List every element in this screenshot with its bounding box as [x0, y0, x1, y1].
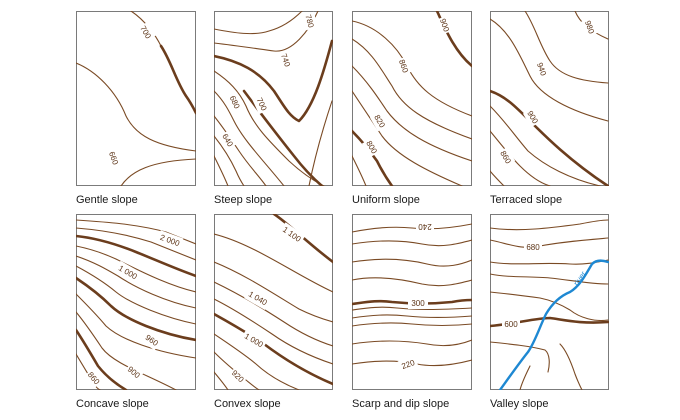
contour-line [352, 239, 472, 247]
contour-line [214, 11, 303, 35]
contour-label: 980 [583, 19, 596, 35]
steep-slope-map: 780 740 700 680 640 [214, 11, 333, 186]
index-contour-line [76, 328, 128, 390]
contour-line [524, 11, 609, 84]
contour-line [214, 261, 333, 323]
contour-line [214, 115, 267, 186]
contour-line [76, 62, 196, 152]
contour-line [76, 227, 196, 261]
contour-line [214, 90, 285, 186]
contour-line [352, 155, 367, 186]
caption: Gentle slope [76, 194, 138, 206]
panel-convex-slope: 1 100 1 040 1 000 920 Convex slope [214, 214, 333, 410]
contour-label: 860 [397, 58, 410, 74]
contour-line [352, 38, 472, 140]
contour-line [490, 130, 551, 186]
contour-label: 240 [418, 222, 432, 231]
contour-line [214, 371, 229, 390]
panel-scarp-and-dip-slope: 240 300 220 Scarp and dip slope [352, 214, 472, 410]
caption: Valley slope [490, 398, 549, 410]
panel-concave-slope: 2 000 1 000 960 900 860 Concave slope [76, 214, 196, 410]
contour-line [308, 100, 333, 186]
contour-line [120, 158, 196, 186]
caption: Terraced slope [490, 194, 563, 206]
panel-uniform-slope: 900 860 820 800 Uniform slope [352, 11, 472, 206]
contour-line [490, 273, 609, 285]
panel-terraced-slope: 980 940 900 860 Terraced slope [490, 11, 609, 206]
contour-line [559, 343, 583, 390]
uniform-slope-map: 900 860 820 800 [352, 11, 472, 186]
contour-line [214, 135, 245, 186]
contour-label: 660 [107, 150, 120, 166]
panel-gentle-slope: 700 660 Gentle slope [76, 11, 196, 206]
terraced-slope-map: 980 940 900 860 [490, 11, 609, 186]
contour-label: 900 [438, 17, 451, 33]
contour-label: 220 [400, 358, 416, 371]
contour-line [214, 70, 325, 186]
river [498, 259, 609, 390]
contour-line [214, 233, 333, 293]
contour-line [352, 339, 472, 347]
contour-label: 680 [526, 243, 540, 252]
contour-line [352, 90, 463, 186]
contour-line [490, 105, 601, 186]
caption: Scarp and dip slope [352, 398, 450, 410]
contour-line [490, 170, 505, 186]
index-contour-line [159, 44, 196, 115]
index-contour-line [76, 276, 196, 342]
contour-line [352, 258, 472, 267]
caption: Steep slope [214, 194, 273, 206]
contour-label: 300 [411, 299, 425, 308]
contour-line [490, 341, 550, 373]
index-contour-line [214, 39, 333, 123]
contour-line [214, 298, 333, 365]
contour-line [352, 322, 472, 327]
contour-line [76, 255, 196, 309]
contour-label: 600 [504, 320, 518, 329]
contour-line [352, 314, 472, 319]
contour-label: 940 [535, 61, 548, 77]
valley-slope-map: 680 600 river [490, 214, 609, 390]
index-contour-line [76, 234, 196, 278]
panel-valley-slope: 680 600 river Valley slope [490, 214, 609, 410]
contour-line [214, 351, 260, 390]
contour-line [519, 365, 531, 390]
convex-slope-map: 1 100 1 040 1 000 920 [214, 214, 333, 390]
contour-line [352, 223, 472, 233]
contour-line [490, 18, 609, 122]
caption: Uniform slope [352, 194, 420, 206]
contour-line [214, 155, 229, 186]
contour-line [352, 277, 472, 287]
contour-line [76, 311, 177, 390]
contour-label: 740 [279, 52, 292, 68]
caption: Convex slope [214, 398, 281, 410]
contour-line [214, 281, 333, 347]
contour-line [214, 333, 300, 390]
gentle-slope-map: 700 660 [76, 11, 196, 186]
scarp-and-dip-slope-map: 240 300 220 [352, 214, 472, 390]
contour-line [352, 65, 472, 162]
contour-line [352, 306, 472, 311]
concave-slope-map: 2 000 1 000 960 900 860 [76, 214, 196, 390]
contour-line [76, 219, 196, 245]
panel-steep-slope: 780 740 700 680 640 Steep slope [214, 11, 333, 206]
contour-line [76, 293, 196, 359]
caption: Concave slope [76, 398, 149, 410]
index-contour-line [352, 129, 394, 186]
contour-label: 780 [303, 14, 315, 30]
index-contour-line [435, 11, 472, 68]
contour-line [490, 219, 609, 231]
contour-line [76, 265, 196, 325]
